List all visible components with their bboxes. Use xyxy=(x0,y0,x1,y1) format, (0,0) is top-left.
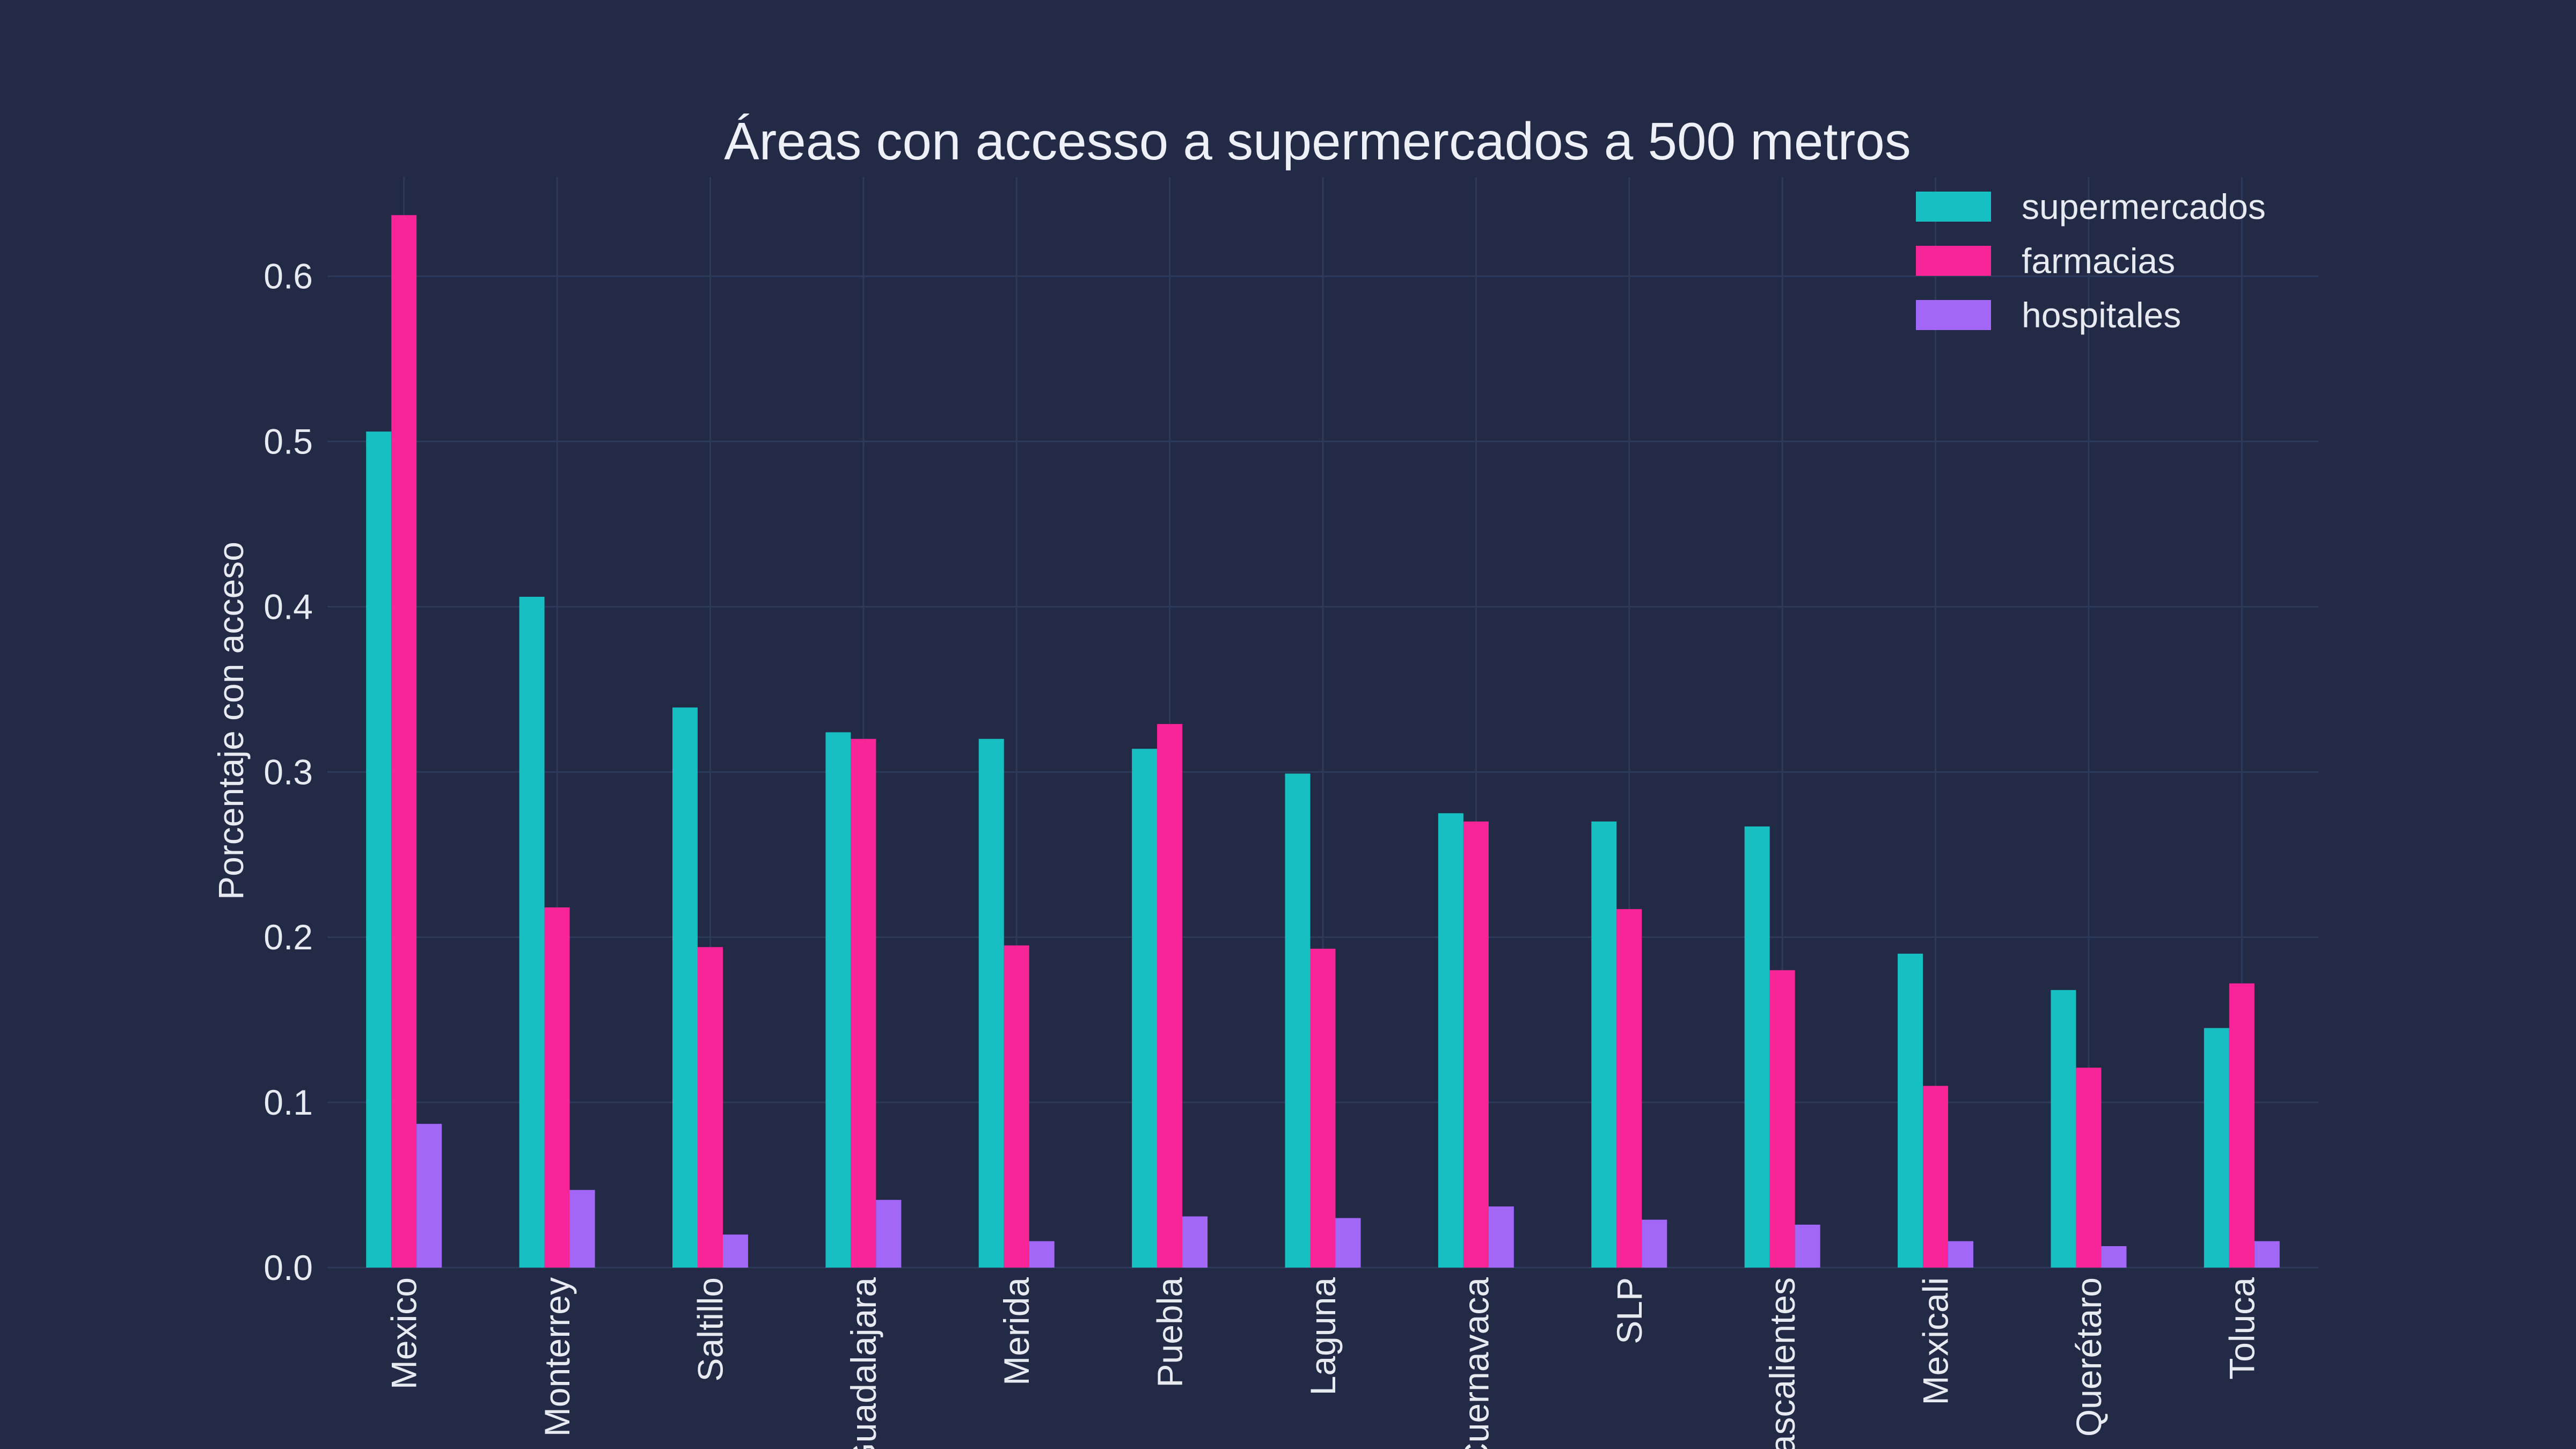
x-tick-labels: Mexico Monterrey Saltillo Guadalajara Merida… xyxy=(384,1277,2262,1449)
x-tick-label: Cuernavaca xyxy=(1456,1277,1496,1449)
bars-layer xyxy=(366,215,2280,1268)
x-tick-label: Guadalajara xyxy=(844,1277,883,1449)
bar-supermercados-1 xyxy=(519,597,545,1268)
chart-title: Áreas con accesso a supermercados a 500 … xyxy=(724,112,1911,171)
bar-farmacias-3 xyxy=(851,738,876,1268)
bar-supermercados-10 xyxy=(1898,954,1923,1268)
bar-hospitales-4 xyxy=(1029,1241,1055,1268)
legend-label-supermercados: supermercados xyxy=(2022,187,2266,226)
x-tick-label: Mexicali xyxy=(1916,1277,1956,1405)
legend-swatch-hospitales xyxy=(1916,300,1991,330)
y-tick-label: 0.4 xyxy=(264,587,313,626)
bar-hospitales-7 xyxy=(1488,1206,1514,1268)
bar-farmacias-0 xyxy=(391,215,417,1268)
legend: supermercados farmacias hospitales xyxy=(1916,187,2266,335)
bar-hospitales-11 xyxy=(2101,1246,2127,1268)
bar-hospitales-3 xyxy=(876,1199,902,1268)
bar-supermercados-5 xyxy=(1132,749,1158,1268)
bar-farmacias-11 xyxy=(2076,1067,2102,1268)
bar-hospitales-12 xyxy=(2254,1241,2280,1268)
x-tick-label: SLP xyxy=(1609,1277,1649,1344)
x-tick-label: Monterrey xyxy=(537,1277,577,1437)
bar-farmacias-6 xyxy=(1310,948,1336,1268)
bar-farmacias-5 xyxy=(1157,724,1183,1268)
bar-supermercados-2 xyxy=(672,707,698,1268)
bar-hospitales-0 xyxy=(416,1124,442,1268)
x-tick-label: Merida xyxy=(997,1277,1036,1386)
y-tick-labels: 0.0 0.1 0.2 0.3 0.4 0.5 0.6 xyxy=(264,257,313,1287)
bar-farmacias-4 xyxy=(1004,945,1029,1268)
y-tick-label: 0.0 xyxy=(264,1248,313,1287)
bar-hospitales-2 xyxy=(722,1234,748,1268)
legend-swatch-supermercados xyxy=(1916,192,1991,222)
bar-farmacias-12 xyxy=(2229,983,2255,1268)
y-tick-label: 0.6 xyxy=(264,257,313,296)
bar-supermercados-12 xyxy=(2204,1028,2229,1268)
y-tick-label: 0.5 xyxy=(264,422,313,462)
bar-hospitales-5 xyxy=(1182,1216,1208,1268)
x-tick-label: Mexico xyxy=(384,1277,424,1389)
bar-hospitales-6 xyxy=(1335,1218,1361,1268)
x-tick-label: Aguascalientes xyxy=(1762,1277,1802,1449)
x-tick-label: Querétaro xyxy=(2069,1277,2109,1437)
x-tick-label: Saltillo xyxy=(690,1277,730,1381)
bar-farmacias-2 xyxy=(697,947,723,1268)
y-tick-label: 0.1 xyxy=(264,1082,313,1122)
y-axis-title: Porcentaje con acceso xyxy=(211,541,251,900)
bar-supermercados-6 xyxy=(1285,773,1311,1268)
bar-supermercados-7 xyxy=(1438,813,1463,1268)
bar-supermercados-0 xyxy=(366,431,392,1268)
bar-hospitales-10 xyxy=(1948,1241,1974,1268)
bar-supermercados-8 xyxy=(1591,821,1617,1268)
legend-swatch-farmacias xyxy=(1916,246,1991,276)
x-tick-label: Puebla xyxy=(1150,1277,1190,1388)
bar-supermercados-11 xyxy=(2051,990,2076,1268)
bar-hospitales-8 xyxy=(1642,1219,1667,1268)
legend-label-hospitales: hospitales xyxy=(2022,295,2181,335)
bar-farmacias-8 xyxy=(1616,909,1642,1268)
bar-hospitales-9 xyxy=(1795,1224,1820,1268)
bar-supermercados-4 xyxy=(978,738,1004,1268)
bar-supermercados-9 xyxy=(1744,826,1770,1268)
y-tick-label: 0.3 xyxy=(264,752,313,792)
bar-farmacias-10 xyxy=(1923,1086,1949,1268)
bar-farmacias-7 xyxy=(1463,821,1489,1268)
x-tick-label: Laguna xyxy=(1303,1277,1343,1396)
bar-supermercados-3 xyxy=(825,732,851,1268)
legend-label-farmacias: farmacias xyxy=(2022,241,2175,281)
x-tick-label: Toluca xyxy=(2222,1277,2262,1380)
bar-farmacias-9 xyxy=(1769,970,1795,1268)
bar-farmacias-1 xyxy=(544,907,570,1268)
bar-hospitales-1 xyxy=(569,1190,595,1268)
y-tick-label: 0.2 xyxy=(264,917,313,957)
